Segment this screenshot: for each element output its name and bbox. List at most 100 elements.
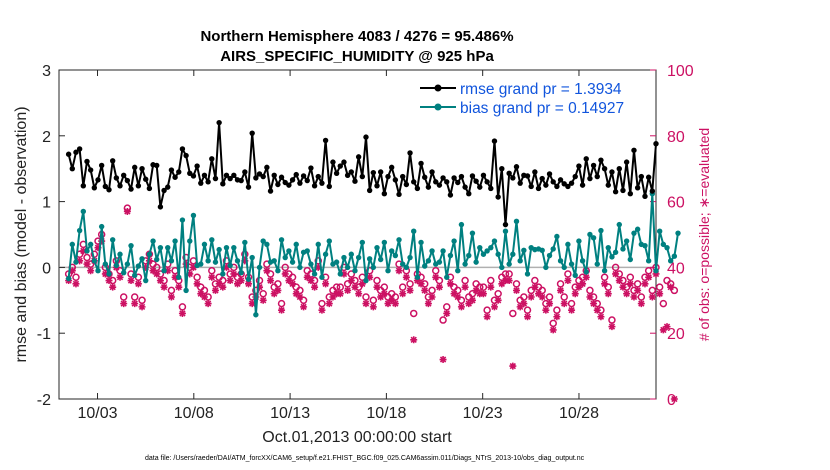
bias-point — [223, 244, 230, 251]
bias-point — [491, 238, 498, 244]
rmse-point — [620, 187, 626, 194]
bias-point — [179, 217, 186, 223]
obs-evaluated-point — [189, 263, 197, 271]
obs-evaluated-point — [670, 395, 678, 403]
rmse-point — [113, 175, 120, 181]
obs-evaluated-point — [494, 296, 502, 304]
bias-point — [120, 269, 127, 276]
obs-evaluated-point — [109, 283, 117, 291]
rmse-point — [341, 159, 347, 165]
bias-point — [462, 261, 468, 267]
obs-possible-point — [318, 299, 326, 308]
bias-point — [293, 241, 299, 248]
rmse-point — [220, 181, 226, 187]
bias-point — [539, 247, 545, 253]
obs-evaluated-point — [219, 283, 227, 291]
obs-evaluated-point — [68, 267, 76, 275]
bias-point — [157, 244, 164, 251]
bias-point — [363, 277, 369, 284]
data-file-footnote: data file: /Users/raeder/DAI/ATM_forcXX/… — [145, 455, 585, 462]
obs-possible-point — [670, 286, 679, 295]
obs-possible-point — [545, 293, 554, 301]
rmse-point — [267, 188, 274, 194]
obs-possible-point — [523, 306, 532, 314]
rmse-point — [293, 171, 299, 178]
obs-evaluated-point — [564, 277, 572, 285]
obs-possible-point — [531, 276, 539, 285]
obs-evaluated-point — [197, 290, 205, 298]
obs-possible-point — [608, 316, 616, 324]
bias-point — [411, 228, 417, 234]
obs-evaluated-point — [468, 296, 476, 304]
bias-point — [422, 263, 428, 269]
bias-point — [65, 275, 72, 282]
rmse-point — [275, 181, 281, 188]
obs-evaluated-point — [222, 263, 230, 271]
y-right-tick-label: 60 — [667, 195, 685, 212]
rmse-point — [554, 183, 560, 190]
y-right-tick-label: 40 — [667, 260, 685, 277]
chart-subtitle: AIRS_SPECIFIC_HUMIDITY @ 925 hPa — [220, 48, 494, 65]
obs-possible-point — [483, 306, 491, 314]
obs-possible-point — [160, 276, 168, 285]
bias-point — [165, 244, 171, 251]
rmse-point — [550, 179, 556, 185]
rmse-point — [565, 183, 571, 190]
rmse-point — [179, 146, 186, 152]
obs-possible-point — [556, 280, 565, 288]
bias-point — [436, 259, 443, 265]
obs-possible-point — [461, 276, 469, 285]
bias-point — [260, 238, 266, 244]
bias-point — [374, 244, 380, 251]
rmse-point — [605, 182, 611, 188]
bias-point — [278, 237, 285, 243]
obs-evaluated-point — [465, 300, 473, 308]
bias-point — [352, 267, 358, 274]
obs-possible-point — [520, 293, 528, 301]
bias-point — [113, 262, 120, 269]
rmse-point — [238, 177, 244, 184]
obs-evaluated-point — [333, 290, 341, 298]
obs-possible-point — [72, 273, 80, 282]
bias-point — [466, 252, 472, 259]
obs-evaluated-point — [512, 286, 520, 294]
obs-evaluated-point — [252, 293, 260, 301]
obs-possible-point — [431, 266, 440, 275]
bias-point — [98, 223, 105, 230]
rmse-point — [117, 183, 123, 189]
obs-evaluated-point — [399, 290, 407, 298]
obs-evaluated-point — [520, 300, 528, 308]
rmse-point — [543, 182, 549, 188]
obs-evaluated-point — [311, 283, 319, 291]
bias-point — [84, 248, 90, 254]
obs-evaluated-point — [487, 283, 495, 291]
rmse-point — [65, 151, 72, 157]
obs-evaluated-point — [461, 283, 469, 291]
obs-evaluated-point — [259, 296, 267, 304]
obs-evaluated-point — [648, 293, 656, 301]
rmse-point — [209, 156, 215, 162]
rmse-point — [517, 180, 523, 186]
rmse-point — [491, 138, 498, 144]
rmse-point — [429, 169, 435, 175]
bias-point — [238, 269, 244, 276]
bias-point — [550, 246, 556, 252]
bias-point — [524, 271, 531, 277]
x-tick-label: 10/28 — [559, 405, 599, 422]
bias-point — [308, 261, 314, 267]
bias-point — [671, 253, 678, 259]
rmse-point — [194, 163, 200, 169]
rmse-point — [583, 156, 589, 162]
obs-evaluated-point — [395, 267, 403, 275]
rmse-point — [286, 182, 292, 188]
obs-possible-point — [457, 296, 466, 305]
obs-evaluated-point — [362, 300, 370, 308]
bias-point — [675, 230, 681, 236]
obs-possible-point — [156, 270, 165, 278]
rmse-point — [352, 178, 358, 184]
bias-point — [326, 238, 332, 244]
bias-point — [414, 274, 421, 280]
obs-possible-point — [380, 283, 389, 291]
bias-point — [154, 256, 160, 263]
obs-possible-point — [219, 276, 227, 285]
